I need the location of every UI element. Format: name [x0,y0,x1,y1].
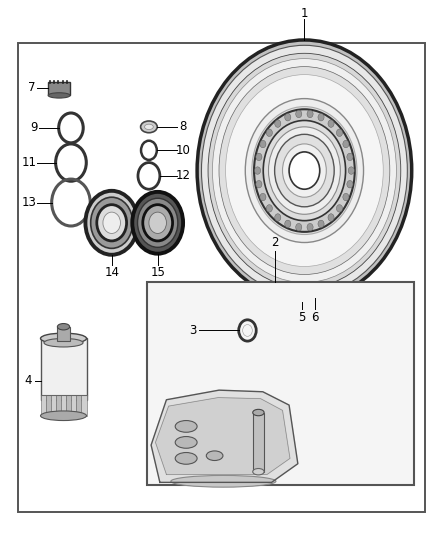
Ellipse shape [57,324,70,330]
Bar [66,395,71,416]
Circle shape [226,75,383,266]
Circle shape [275,214,281,221]
Ellipse shape [171,475,276,487]
Bar [81,395,86,416]
Bar [253,413,264,472]
Circle shape [201,45,407,296]
Circle shape [256,181,262,188]
Ellipse shape [145,124,153,130]
Text: 13: 13 [22,196,37,209]
Circle shape [254,167,261,174]
Bar [51,395,56,416]
Polygon shape [155,398,290,474]
Circle shape [132,192,183,254]
Text: 11: 11 [22,156,37,169]
Bar [71,395,76,416]
Circle shape [219,67,390,274]
Circle shape [318,114,324,121]
Circle shape [343,140,349,148]
Ellipse shape [206,451,223,461]
Circle shape [318,220,324,228]
Circle shape [252,107,357,235]
Circle shape [347,153,353,160]
Circle shape [266,205,272,212]
Bar [46,395,51,416]
Text: 6: 6 [311,311,319,324]
Circle shape [138,198,178,247]
Circle shape [85,191,138,255]
Circle shape [263,120,346,221]
Text: 4: 4 [25,375,32,387]
Ellipse shape [48,93,70,98]
Bar [18,43,425,512]
Circle shape [260,193,266,201]
Circle shape [97,205,127,241]
Circle shape [260,140,266,148]
Text: 14: 14 [104,266,119,279]
Circle shape [275,134,334,207]
Text: 15: 15 [150,266,165,279]
Ellipse shape [175,421,197,432]
Bar [40,338,86,400]
Ellipse shape [253,469,264,475]
Text: 10: 10 [176,144,191,157]
Circle shape [285,220,291,228]
Ellipse shape [40,411,86,421]
Circle shape [91,197,133,248]
Text: 2: 2 [271,236,279,249]
Circle shape [296,110,302,118]
Ellipse shape [253,409,264,416]
Ellipse shape [175,437,197,448]
Circle shape [328,214,334,221]
Circle shape [197,40,412,301]
Circle shape [149,212,166,233]
Text: 3: 3 [189,324,196,337]
Circle shape [266,129,272,136]
Circle shape [103,212,120,233]
Text: 9: 9 [30,122,38,134]
Circle shape [283,144,326,197]
Circle shape [336,205,343,212]
Ellipse shape [40,333,86,344]
Circle shape [268,127,340,214]
Circle shape [212,59,396,282]
Bar [76,395,81,416]
Text: 8: 8 [180,120,187,133]
Circle shape [343,193,349,201]
Circle shape [328,120,334,127]
Bar [61,395,66,416]
Circle shape [256,153,262,160]
Circle shape [348,167,354,174]
Circle shape [245,99,364,243]
Circle shape [307,223,313,231]
Ellipse shape [44,338,83,347]
Bar [57,327,70,341]
Bar [48,82,70,95]
Ellipse shape [141,121,157,133]
Circle shape [289,152,320,189]
Circle shape [347,181,353,188]
Polygon shape [151,390,298,482]
Circle shape [285,114,291,121]
Circle shape [143,205,173,241]
Circle shape [307,110,313,118]
Bar [56,395,61,416]
Text: 1: 1 [300,7,308,20]
Text: 12: 12 [176,169,191,182]
Bar [147,282,414,485]
Text: 5: 5 [299,311,306,324]
Circle shape [275,120,281,127]
Ellipse shape [175,453,197,464]
Text: 7: 7 [28,82,35,94]
Bar [40,395,46,416]
Circle shape [296,223,302,231]
Circle shape [243,325,252,336]
Circle shape [336,129,343,136]
Circle shape [208,53,401,288]
Circle shape [254,109,355,232]
